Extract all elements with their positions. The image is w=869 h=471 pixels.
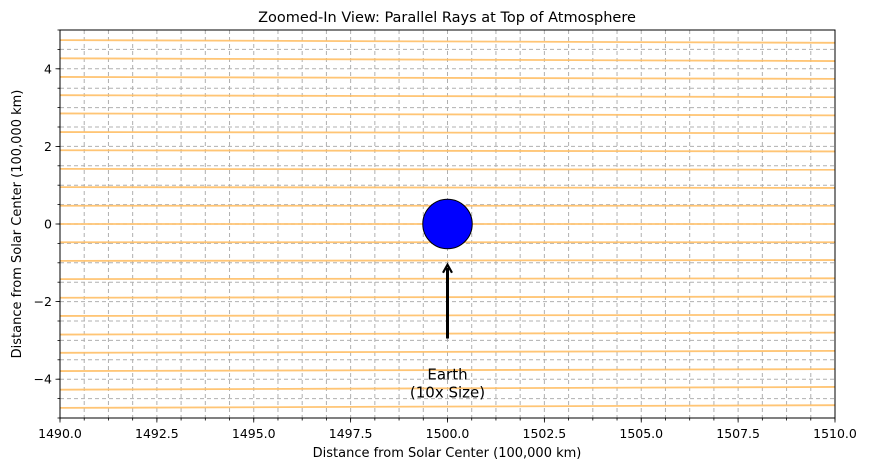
light-ray (59, 39, 836, 44)
light-ray (59, 259, 836, 262)
light-ray (59, 368, 836, 372)
y-tick-label: 2 (44, 139, 52, 154)
x-tick-label: 1502.5 (523, 426, 567, 441)
x-tick-label: 1490.0 (38, 426, 82, 441)
light-ray (59, 57, 836, 62)
y-tick-label: −2 (34, 294, 52, 309)
x-tick-label: 1507.5 (716, 426, 760, 441)
x-tick-label: 1495.0 (232, 426, 276, 441)
y-tick-label: −4 (34, 372, 52, 387)
earth-annotation-line: (10x Size) (410, 384, 485, 402)
y-axis-label: Distance from Solar Center (100,000 km) (10, 90, 25, 359)
chart-title: Zoomed-In View: Parallel Rays at Top of … (258, 10, 636, 26)
earth-annotation-line: Earth (427, 366, 467, 384)
arrow-head (442, 262, 453, 274)
x-tick-label: 1500.0 (426, 426, 470, 441)
x-axis-label: Distance from Solar Center (100,000 km) (313, 446, 582, 461)
x-tick-label: 1497.5 (329, 426, 373, 441)
x-axis: 1490.0 1492.5 1495.0 1497.5 1500.0 1502.5 1505… (38, 418, 857, 441)
x-tick-label: 1505.0 (619, 426, 663, 441)
light-ray (59, 168, 836, 171)
light-ray (59, 76, 836, 80)
light-ray (59, 349, 836, 354)
arrow-layer (442, 262, 453, 339)
y-axis: −4 −2 0 2 4 (34, 29, 60, 419)
light-ray (59, 404, 836, 409)
x-tick-label: 1492.5 (135, 426, 179, 441)
light-ray (59, 149, 836, 153)
y-tick-label: 0 (44, 217, 52, 232)
x-tick-label: 1510.0 (813, 426, 857, 441)
y-tick-label: 4 (44, 61, 52, 76)
light-ray (59, 186, 836, 189)
light-ray (59, 112, 836, 117)
light-ray (59, 386, 836, 391)
earth-layer (422, 198, 473, 250)
light-ray (59, 94, 836, 99)
earth-marker (422, 198, 473, 250)
annotation-layer: Earth(10x Size) (410, 366, 485, 402)
light-ray (59, 131, 836, 135)
